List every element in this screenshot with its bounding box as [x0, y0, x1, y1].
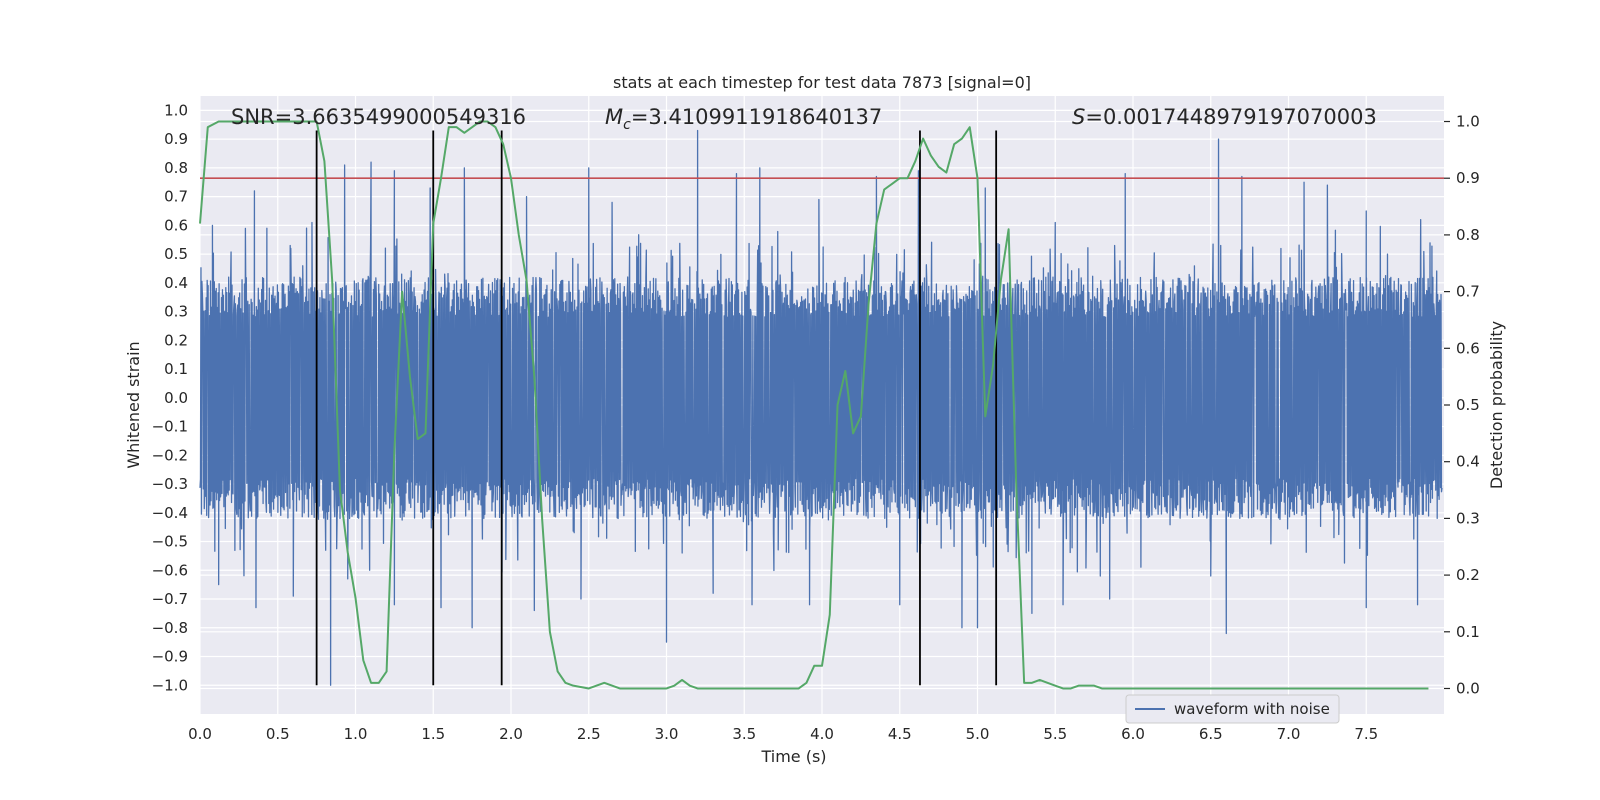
vertical-markers	[315, 130, 998, 686]
y-tick-label-13: −0.3	[152, 475, 188, 493]
y-tick-label-3: 0.7	[164, 188, 188, 206]
y-tick-label-5: 0.5	[164, 245, 188, 263]
y2-tick-label-9: 0.1	[1456, 623, 1480, 641]
x-tick-label-5: 2.5	[577, 725, 601, 743]
probability-line	[199, 120, 1429, 690]
y2-tick-label-10: 0.0	[1456, 679, 1480, 697]
y-tick-label-15: −0.5	[152, 533, 188, 551]
x-tick-label-13: 6.5	[1199, 725, 1223, 743]
y2-tick-label-0: 1.0	[1456, 113, 1480, 131]
y2-tick-label-1: 0.9	[1456, 169, 1480, 187]
y-tick-labels: 1.0 0.9 0.8 0.7 0.6 0.5 0.4 0.3 0.2 0.1 0.0 −0.1 −0.…	[152, 101, 188, 694]
y2-tick-label-5: 0.5	[1456, 396, 1480, 414]
y-tick-label-19: −0.9	[152, 648, 188, 666]
probability-series	[199, 120, 1429, 690]
chirp-mass-value: =3.4109911918640137	[631, 105, 882, 129]
y-tick-label-8: 0.2	[164, 331, 188, 349]
x-tick-label-9: 4.5	[888, 725, 912, 743]
y-tick-label-4: 0.6	[164, 216, 188, 234]
y-tick-label-2: 0.8	[164, 159, 188, 177]
x-tick-label-6: 3.0	[655, 725, 679, 743]
statistic-annotation: S=0.0017448979197070003	[1072, 105, 1377, 129]
x-tick-labels: 0.0 0.5 1.0 1.5 2.0 2.5 3.0 3.5 4.0 4.5 5.0 5.5 6.0 6…	[188, 725, 1378, 743]
y2-tick-label-3: 0.7	[1456, 283, 1480, 301]
x-tick-label-4: 2.0	[499, 725, 523, 743]
y-tick-label-9: 0.1	[164, 360, 188, 378]
y2-tick-labels: 1.0 0.9 0.8 0.7 0.6 0.5 0.4 0.3 0.2 0.1 0.0	[1444, 113, 1480, 697]
x-tick-label-15: 7.5	[1354, 725, 1378, 743]
statistic-value: =0.0017448979197070003	[1085, 105, 1377, 129]
snr-annotation: SNR=3.6635499000549316	[231, 105, 526, 129]
y-tick-label-10: 0.0	[164, 389, 188, 407]
x-tick-label-10: 5.0	[966, 725, 990, 743]
y2-axis-label: Detection probability	[1487, 321, 1506, 489]
y-tick-label-20: −1.0	[152, 676, 188, 694]
legend-label: waveform with noise	[1174, 700, 1330, 718]
x-tick-label-1: 0.5	[266, 725, 290, 743]
chirp-mass-subscript: c	[623, 117, 631, 133]
legend-box	[1125, 694, 1340, 724]
y2-tick-label-6: 0.4	[1456, 453, 1480, 471]
y2-tick-label-8: 0.2	[1456, 566, 1480, 584]
y-tick-label-11: −0.1	[152, 418, 188, 436]
y-tick-label-16: −0.6	[152, 561, 188, 579]
y2-tick-label-2: 0.8	[1456, 226, 1480, 244]
y-tick-label-12: −0.2	[152, 446, 188, 464]
x-tick-label-2: 1.0	[344, 725, 368, 743]
x-tick-label-7: 3.5	[732, 725, 756, 743]
y-tick-label-7: 0.3	[164, 303, 188, 321]
y2-tick-label-7: 0.3	[1456, 509, 1480, 527]
x-tick-label-11: 5.5	[1043, 725, 1067, 743]
chirp-mass-symbol: M	[605, 105, 623, 129]
x-tick-label-8: 4.0	[810, 725, 834, 743]
y2-tick-label-4: 0.6	[1456, 339, 1480, 357]
y-tick-label-0: 1.0	[164, 101, 188, 119]
x-tick-label-0: 0.0	[188, 725, 212, 743]
x-tick-label-12: 6.0	[1121, 725, 1145, 743]
chirp-mass-annotation: Mc=3.4109911918640137	[605, 105, 882, 133]
statistic-symbol: S	[1072, 105, 1085, 129]
legend: waveform with noise	[1125, 694, 1340, 724]
y-axis-label: Whitened strain	[124, 341, 143, 468]
y-tick-label-6: 0.4	[164, 274, 188, 292]
x-tick-label-14: 7.0	[1277, 725, 1301, 743]
y-tick-label-18: −0.8	[152, 619, 188, 637]
chart-title: stats at each timestep for test data 787…	[613, 73, 1031, 92]
x-tick-label-3: 1.5	[421, 725, 445, 743]
x-axis-label: Time (s)	[760, 747, 826, 766]
y-tick-label-14: −0.4	[152, 504, 188, 522]
y-tick-label-1: 0.9	[164, 130, 188, 148]
y-tick-label-17: −0.7	[152, 590, 188, 608]
